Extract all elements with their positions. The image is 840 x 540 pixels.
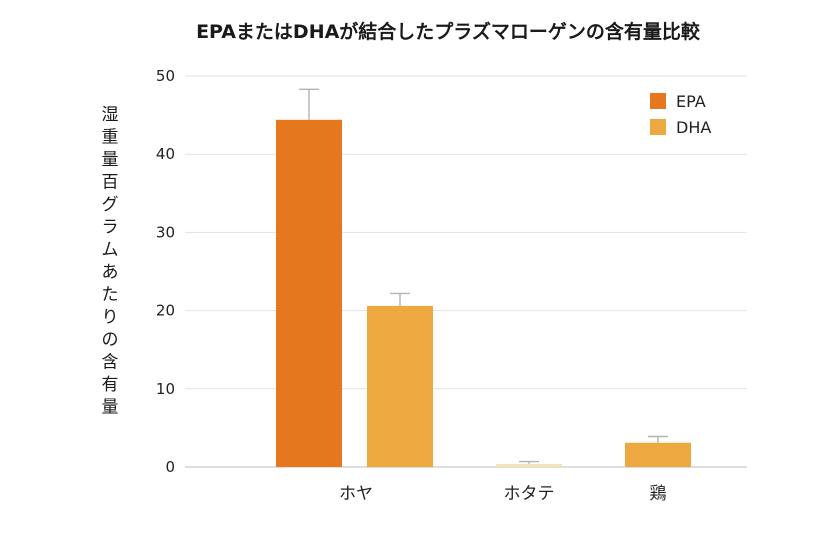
y-axis-label-char: た	[102, 285, 119, 305]
legend-label: DHA	[676, 118, 711, 137]
y-axis-label-char: 量	[102, 150, 119, 170]
y-axis-label-char: ム	[102, 240, 119, 260]
category-label: ホタテ	[504, 484, 555, 504]
y-axis-label-char: あ	[102, 263, 119, 283]
y-axis-label-char: 百	[102, 173, 119, 193]
legend-swatch	[650, 119, 666, 135]
category-label: ホヤ	[339, 484, 373, 504]
bar-dha	[496, 463, 562, 467]
category-labels: ホヤ ホタテ 鶏	[339, 484, 667, 504]
y-tick-labels: 0 10 20 30 40 50	[156, 67, 175, 476]
chart-title: EPAまたはDHAが結合したプラズマローゲンの含有量比較	[196, 20, 701, 43]
y-tick-label: 20	[156, 302, 175, 320]
y-axis-label-char: グ	[102, 195, 119, 215]
bars	[276, 88, 691, 468]
y-axis-label-char: 有	[102, 375, 119, 395]
bar-dha	[625, 442, 691, 467]
category-label: 鶏	[650, 484, 667, 504]
legend-label: EPA	[676, 92, 706, 111]
y-axis-label-char: 重	[102, 128, 119, 148]
y-axis-label-char: 湿	[102, 105, 119, 125]
y-axis-label-char: 量	[102, 398, 119, 418]
y-tick-label: 0	[165, 458, 175, 476]
y-axis-label-char: 含	[102, 353, 119, 373]
y-tick-label: 30	[156, 223, 175, 241]
y-tick-label: 10	[156, 380, 175, 398]
legend-swatch	[650, 93, 666, 109]
y-tick-label: 50	[156, 67, 175, 85]
y-axis-label-char: の	[102, 330, 119, 350]
bar-dha	[367, 305, 433, 467]
bar-epa	[276, 119, 342, 468]
y-tick-label: 40	[156, 145, 175, 163]
legend: EPA DHA	[650, 92, 711, 137]
y-axis-label-char: ラ	[102, 218, 119, 238]
y-axis-label-char: り	[102, 308, 119, 328]
